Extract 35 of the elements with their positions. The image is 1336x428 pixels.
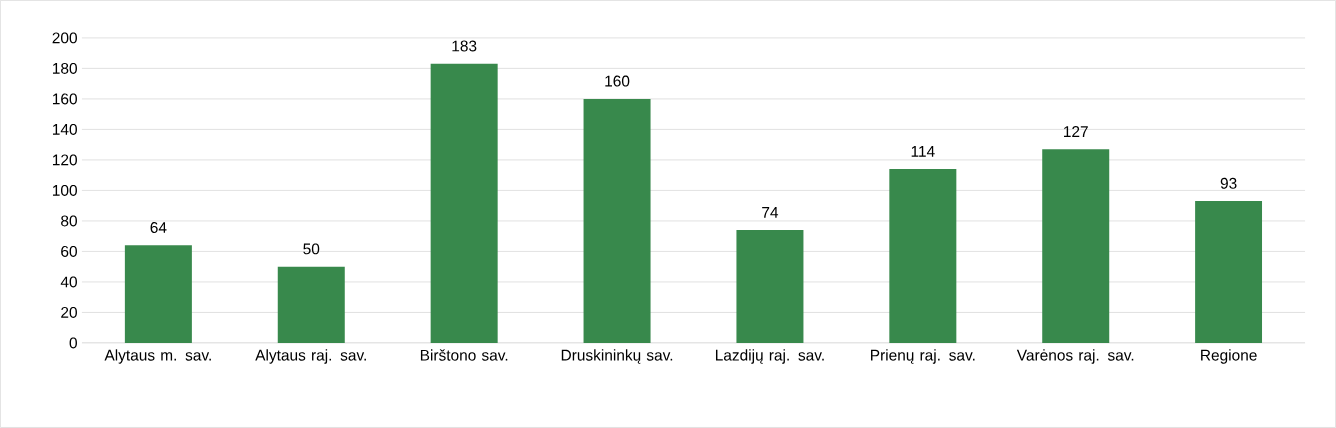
y-tick-label: 20 xyxy=(61,307,77,318)
x-tick-label: Lazdijų raj. sav. xyxy=(715,349,824,364)
y-tick-label: 180 xyxy=(52,63,77,74)
bar xyxy=(1042,149,1110,344)
x-tick-label: Druskininkų sav. xyxy=(561,349,673,364)
bar xyxy=(430,63,498,344)
bar xyxy=(277,266,345,344)
y-tick-label: 0 xyxy=(69,337,77,349)
x-tick-label: Alytaus m. sav. xyxy=(104,349,211,364)
y-tick-label: 60 xyxy=(61,246,77,257)
data-label: 50 xyxy=(303,243,320,255)
bar xyxy=(736,230,804,344)
bar xyxy=(889,169,957,344)
x-tick-label: Alytaus raj. sav. xyxy=(255,349,366,364)
data-label: 93 xyxy=(1220,177,1237,189)
y-tick-label: 100 xyxy=(52,185,77,196)
y-tick-label: 80 xyxy=(61,215,77,227)
bar xyxy=(583,98,651,344)
x-tick-label: Regione xyxy=(1201,349,1257,364)
data-label: 64 xyxy=(150,222,167,234)
y-tick-label: 200 xyxy=(52,32,77,44)
x-tick-label: Birštono sav. xyxy=(420,349,508,361)
y-tick-label: 40 xyxy=(60,276,77,288)
y-tick-label: 160 xyxy=(52,93,77,105)
y-tick-label: 140 xyxy=(52,124,77,135)
bar xyxy=(124,245,192,344)
x-tick-label: Prienų raj. sav. xyxy=(871,349,975,364)
bar xyxy=(1195,201,1263,344)
x-tick-label: Varėnos raj. sav. xyxy=(1016,349,1134,364)
data-label: 127 xyxy=(1064,126,1088,137)
data-label: 160 xyxy=(605,75,630,87)
data-label: 114 xyxy=(911,146,935,157)
y-tick-label: 120 xyxy=(52,154,77,166)
data-label: 183 xyxy=(452,40,477,52)
data-label: 74 xyxy=(762,207,779,218)
